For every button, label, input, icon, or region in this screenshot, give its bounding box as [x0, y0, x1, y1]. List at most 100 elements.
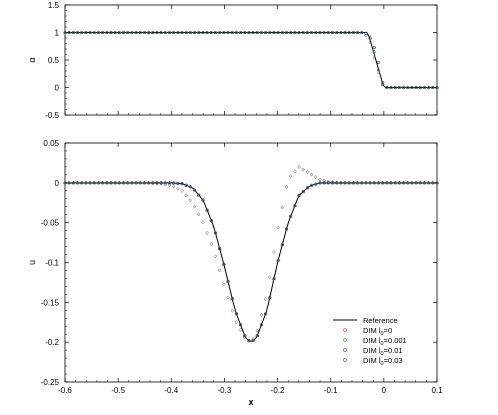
- data-point: [226, 30, 230, 35]
- data-point: [272, 30, 276, 35]
- data-point: [92, 30, 96, 35]
- data-point: [343, 30, 347, 35]
- data-point: [268, 295, 272, 299]
- data-point: [109, 180, 113, 185]
- data-point: [167, 182, 172, 187]
- data-point: [385, 85, 389, 90]
- data-point: [218, 247, 222, 251]
- data-point: [213, 30, 218, 35]
- data-point: [381, 81, 385, 85]
- data-point: [368, 180, 372, 185]
- data-point: [134, 180, 138, 185]
- data-point: [155, 30, 159, 35]
- data-point: [79, 180, 84, 185]
- data-point: [380, 82, 385, 86]
- data-point: [167, 30, 172, 35]
- data-point: [385, 180, 389, 185]
- data-point: [330, 30, 335, 35]
- data-point: [380, 82, 385, 87]
- data-point: [79, 30, 84, 35]
- legend-entry-label: DIM l0=0: [363, 326, 392, 337]
- data-point: [121, 30, 126, 35]
- data-point: [268, 30, 272, 35]
- legend-swatch-marker: [343, 338, 347, 342]
- data-point: [63, 180, 67, 185]
- x-tick-label: -0.4: [164, 386, 178, 395]
- data-point: [230, 296, 234, 301]
- plot-frame: [64, 4, 438, 116]
- data-point: [364, 31, 368, 35]
- data-point: [96, 180, 101, 185]
- data-point: [142, 180, 147, 185]
- data-point: [410, 85, 414, 90]
- data-point: [284, 227, 289, 231]
- y-axis-label: u: [27, 260, 37, 265]
- data-point: [222, 282, 226, 287]
- data-point: [201, 220, 205, 225]
- data-point: [138, 30, 142, 35]
- data-point: [339, 30, 343, 35]
- data-point: [406, 180, 410, 185]
- data-point: [188, 185, 192, 189]
- data-point: [217, 30, 222, 35]
- data-point: [422, 85, 427, 90]
- data-point: [84, 30, 88, 35]
- y-tick-label: -0.2: [45, 338, 59, 347]
- data-point: [414, 180, 418, 185]
- data-point: [88, 30, 92, 35]
- data-point: [92, 180, 96, 185]
- data-point: [201, 30, 205, 35]
- data-point: [117, 180, 122, 185]
- data-point: [197, 193, 201, 197]
- alpha-profile-chart: -0.5 0 0.5 1 1.5 α: [27, 1, 439, 120]
- x-tick-label: -0.3: [218, 386, 232, 395]
- y-tick-label: -0.5: [45, 111, 59, 120]
- data-point: [414, 85, 418, 90]
- data-point: [376, 180, 381, 185]
- data-point: [389, 180, 393, 185]
- data-point: [351, 180, 356, 185]
- data-point: [171, 184, 176, 189]
- legend-swatch-marker: [343, 348, 347, 352]
- data-point: [121, 180, 126, 185]
- data-point: [372, 180, 377, 185]
- data-point: [251, 337, 255, 342]
- data-point: [272, 250, 276, 255]
- data-point: [63, 30, 67, 35]
- data-point: [238, 327, 243, 332]
- data-point: [84, 180, 88, 185]
- data-point: [213, 254, 218, 259]
- data-point: [138, 180, 142, 185]
- data-point: [293, 30, 297, 35]
- data-point: [100, 30, 105, 35]
- data-point: [397, 180, 402, 185]
- data-point: [188, 198, 193, 203]
- data-point: [242, 335, 247, 340]
- y-tick-label: 0: [55, 179, 60, 188]
- data-point: [113, 30, 117, 35]
- data-point: [151, 30, 155, 35]
- data-point: [163, 182, 168, 187]
- data-point: [75, 30, 80, 35]
- data-point: [301, 190, 305, 194]
- data-point: [272, 277, 276, 281]
- data-point: [343, 180, 347, 185]
- data-point: [209, 30, 214, 35]
- data-point: [146, 30, 151, 35]
- data-point: [251, 30, 255, 35]
- data-point: [243, 334, 247, 338]
- data-point: [410, 180, 414, 185]
- data-point: [201, 198, 205, 202]
- legend-entry-label: DIM l0=0.01: [363, 346, 403, 357]
- data-point: [322, 178, 326, 183]
- data-point: [105, 30, 109, 35]
- series-markers-dim003: [63, 30, 439, 90]
- data-point: [339, 180, 343, 185]
- data-point: [238, 30, 243, 35]
- data-point: [259, 323, 263, 327]
- data-point: [71, 30, 76, 35]
- data-point: [159, 30, 163, 35]
- data-point: [326, 30, 331, 35]
- data-point: [176, 30, 180, 35]
- data-point: [188, 30, 193, 35]
